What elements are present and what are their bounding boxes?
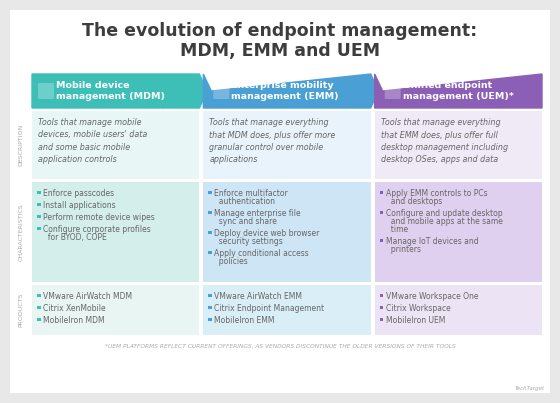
Bar — [380, 305, 383, 309]
Text: DESCRIPTION: DESCRIPTION — [18, 124, 24, 166]
Bar — [37, 305, 40, 309]
Bar — [37, 214, 40, 218]
FancyBboxPatch shape — [213, 83, 230, 99]
FancyBboxPatch shape — [203, 182, 371, 282]
Text: Deploy device web browser: Deploy device web browser — [214, 229, 320, 238]
Text: VMware AirWatch EMM: VMware AirWatch EMM — [214, 292, 302, 301]
Bar — [208, 191, 212, 194]
Text: Mobile device
management (MDM): Mobile device management (MDM) — [56, 81, 165, 101]
Text: printers: printers — [386, 245, 421, 254]
Text: and mobile apps at the same: and mobile apps at the same — [386, 217, 502, 226]
Bar — [37, 318, 40, 321]
Bar — [208, 293, 212, 297]
Text: Tools that manage mobile
devices, mobile users' data
and some basic mobile
appli: Tools that manage mobile devices, mobile… — [38, 118, 147, 164]
Bar — [380, 293, 383, 297]
Bar — [208, 305, 212, 309]
Text: Unified endpoint
management (UEM)*: Unified endpoint management (UEM)* — [403, 81, 514, 101]
Polygon shape — [375, 74, 542, 108]
FancyBboxPatch shape — [203, 285, 371, 335]
Text: Tools that manage everything
that EMM does, plus offer full
desktop management i: Tools that manage everything that EMM do… — [381, 118, 508, 164]
Text: Citrix Workspace: Citrix Workspace — [386, 304, 450, 313]
Bar — [37, 226, 40, 230]
Bar — [208, 318, 212, 321]
Text: CHARACTERISTICS: CHARACTERISTICS — [18, 203, 24, 261]
Bar — [380, 318, 383, 321]
FancyBboxPatch shape — [10, 10, 550, 393]
Polygon shape — [203, 74, 379, 108]
FancyBboxPatch shape — [385, 83, 400, 99]
Text: Enforce multifactor: Enforce multifactor — [214, 189, 288, 198]
Bar — [37, 191, 40, 194]
FancyBboxPatch shape — [32, 285, 199, 335]
Text: MobileIron UEM: MobileIron UEM — [386, 316, 445, 325]
Text: Tools that manage everything
that MDM does, plus offer more
granular control ove: Tools that manage everything that MDM do… — [209, 118, 335, 164]
Text: Enforce passcodes: Enforce passcodes — [43, 189, 114, 198]
Text: authentication: authentication — [214, 197, 276, 206]
Text: Enterprise mobility
management (EMM): Enterprise mobility management (EMM) — [231, 81, 339, 101]
Text: Citrix Endpoint Management: Citrix Endpoint Management — [214, 304, 324, 313]
FancyBboxPatch shape — [375, 111, 542, 179]
FancyBboxPatch shape — [203, 111, 371, 179]
Text: The evolution of endpoint management:: The evolution of endpoint management: — [82, 22, 478, 40]
Text: *UEM PLATFORMS REFLECT CURRENT OFFERINGS, AS VENDORS DISCONTINUE THE OLDER VERSI: *UEM PLATFORMS REFLECT CURRENT OFFERINGS… — [105, 344, 455, 349]
FancyBboxPatch shape — [32, 182, 199, 282]
Bar — [208, 210, 212, 214]
Bar — [380, 210, 383, 214]
Bar — [380, 239, 383, 242]
Text: MobileIron MDM: MobileIron MDM — [43, 316, 105, 325]
FancyBboxPatch shape — [375, 285, 542, 335]
Text: Citrix XenMobile: Citrix XenMobile — [43, 304, 106, 313]
Text: and desktops: and desktops — [386, 197, 442, 206]
Bar — [37, 293, 40, 297]
Text: MDM, EMM and UEM: MDM, EMM and UEM — [180, 42, 380, 60]
Text: PRODUCTS: PRODUCTS — [18, 293, 24, 327]
Text: for BYOD, COPE: for BYOD, COPE — [43, 233, 107, 242]
Bar — [37, 202, 40, 206]
Text: Configure corporate profiles: Configure corporate profiles — [43, 225, 151, 234]
Text: Perform remote device wipes: Perform remote device wipes — [43, 213, 155, 222]
FancyBboxPatch shape — [375, 182, 542, 282]
Polygon shape — [32, 74, 207, 108]
Text: Apply conditional access: Apply conditional access — [214, 249, 309, 258]
Text: TechTarget: TechTarget — [515, 386, 545, 391]
Text: Apply EMM controls to PCs: Apply EMM controls to PCs — [386, 189, 487, 198]
Bar — [380, 191, 383, 194]
Text: Manage IoT devices and: Manage IoT devices and — [386, 237, 478, 246]
Text: policies: policies — [214, 257, 248, 266]
Text: Install applications: Install applications — [43, 201, 115, 210]
Bar — [208, 251, 212, 254]
FancyBboxPatch shape — [38, 83, 54, 99]
Text: VMware AirWatch MDM: VMware AirWatch MDM — [43, 292, 132, 301]
Text: sync and share: sync and share — [214, 217, 277, 226]
Bar — [208, 231, 212, 234]
Text: security settings: security settings — [214, 237, 283, 246]
Text: MobileIron EMM: MobileIron EMM — [214, 316, 275, 325]
Text: Configure and update desktop: Configure and update desktop — [386, 209, 502, 218]
Text: VMware Workspace One: VMware Workspace One — [386, 292, 478, 301]
Text: time: time — [386, 225, 408, 234]
Text: Manage enterprise file: Manage enterprise file — [214, 209, 301, 218]
FancyBboxPatch shape — [32, 111, 199, 179]
